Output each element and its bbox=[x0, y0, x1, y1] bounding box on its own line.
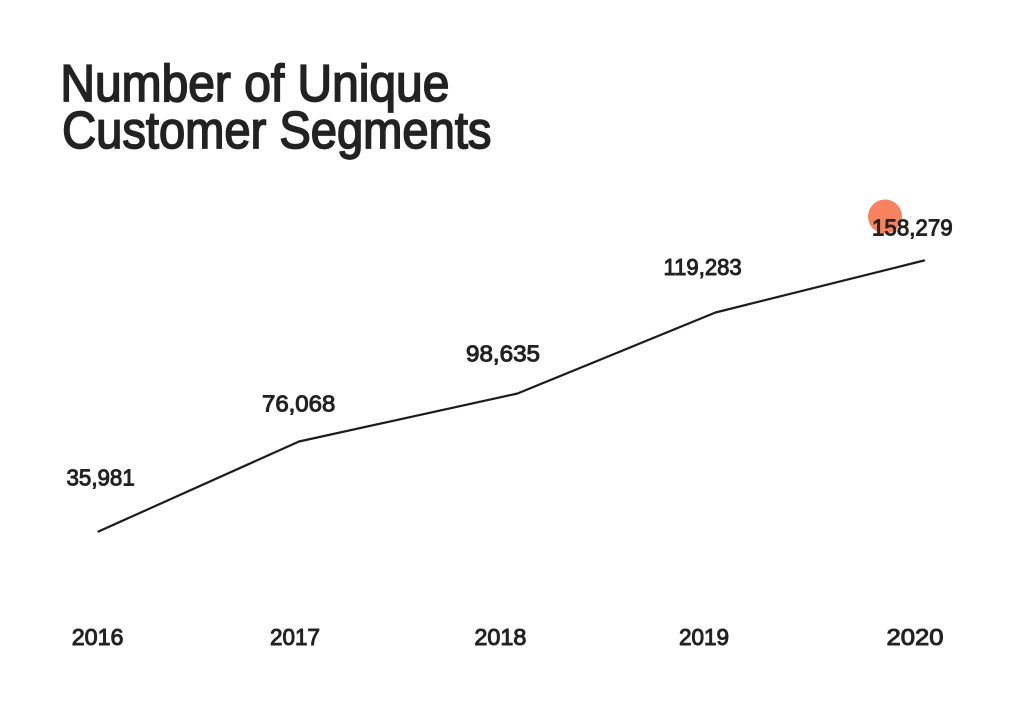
svg-text:158,279: 158,279 bbox=[872, 214, 953, 241]
svg-text:Number of Unique: Number of Unique bbox=[60, 54, 449, 112]
svg-text:2018: 2018 bbox=[474, 624, 526, 650]
svg-text:2017: 2017 bbox=[270, 624, 320, 651]
svg-text:2016: 2016 bbox=[72, 624, 124, 650]
svg-text:76,068: 76,068 bbox=[262, 392, 335, 418]
svg-text:98,635: 98,635 bbox=[466, 341, 540, 368]
svg-text:35,981: 35,981 bbox=[67, 464, 135, 491]
svg-text:Customer Segments: Customer Segments bbox=[62, 101, 491, 160]
svg-text:2020: 2020 bbox=[887, 625, 944, 651]
svg-text:2019: 2019 bbox=[679, 624, 729, 651]
svg-text:119,283: 119,283 bbox=[664, 253, 742, 280]
